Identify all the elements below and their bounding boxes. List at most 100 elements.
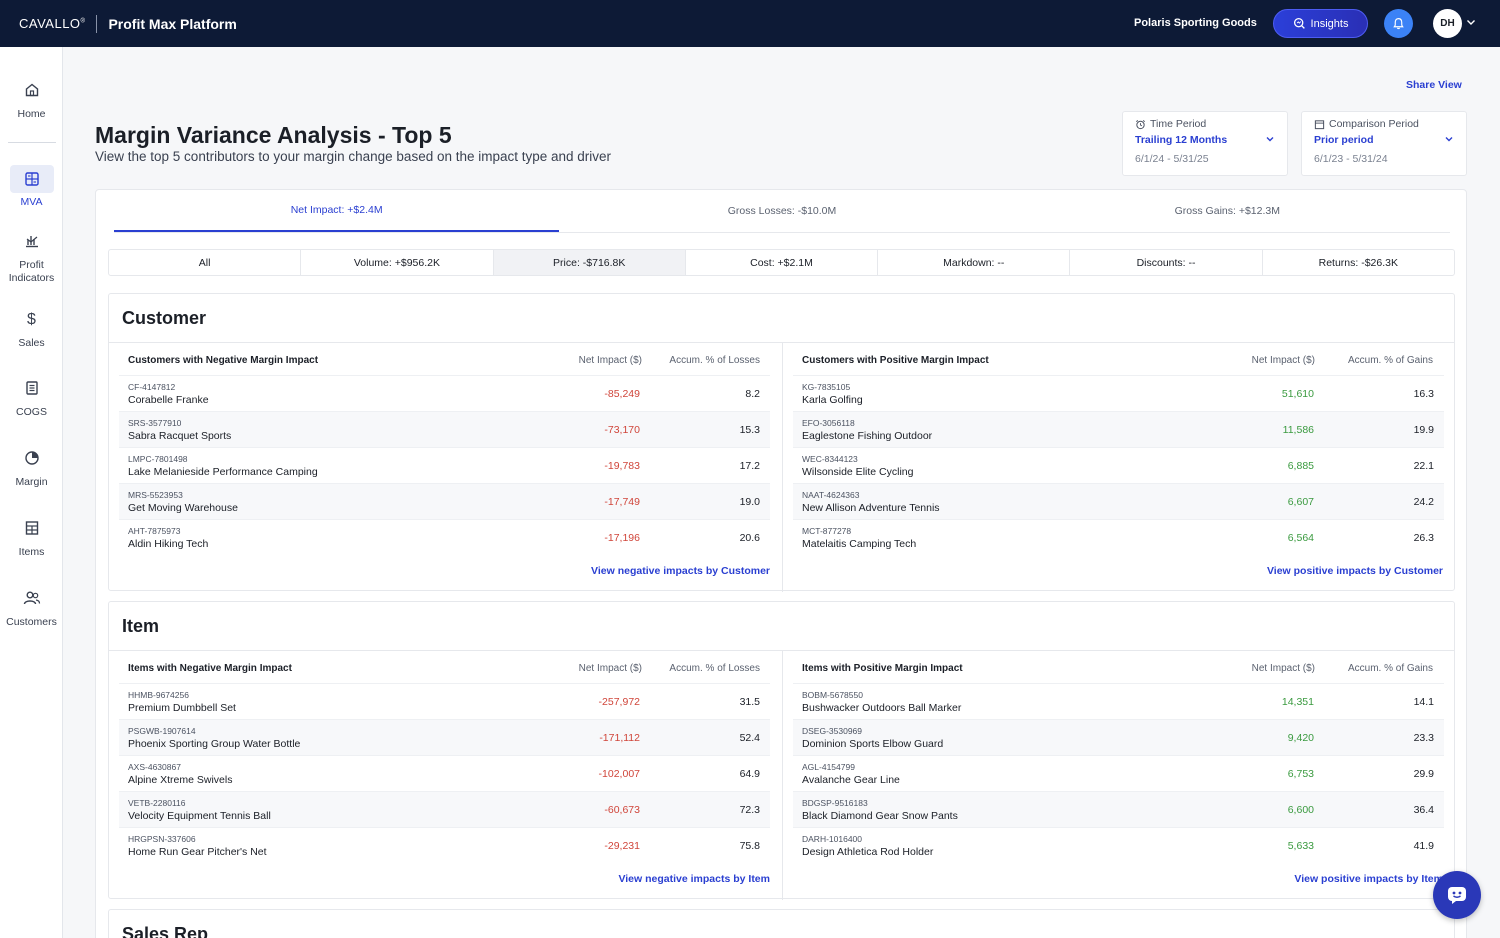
table-row[interactable]: CF-4147812 Corabelle Franke -85,249 8.2	[119, 375, 770, 411]
chat-assistant-button[interactable]	[1433, 871, 1481, 919]
tab-net-impact[interactable]: Net Impact: +$2.4M	[114, 190, 560, 232]
column-header-accum-gains[interactable]: Accum. % of Gains	[1347, 663, 1433, 674]
section-title: Sales Rep	[122, 924, 209, 938]
table-row[interactable]: AGL-4154799 Avalanche Gear Line 6,753 29.9	[793, 755, 1444, 791]
pie-icon	[22, 448, 42, 468]
platform-name: Profit Max Platform	[108, 15, 237, 32]
insights-button[interactable]: Insights	[1273, 9, 1368, 38]
sidebar-item-items[interactable]: Items	[0, 518, 63, 559]
sidebar-item-sales[interactable]: $ Sales	[18, 310, 45, 349]
sidebar-divider	[8, 142, 56, 143]
table-row[interactable]: HRGPSN-337606 Home Run Gear Pitcher's Net…	[119, 827, 770, 863]
comparison-period-range: 6/1/23 - 5/31/24	[1314, 153, 1388, 165]
profit-indicators-icon	[22, 231, 42, 251]
organization-name[interactable]: Polaris Sporting Goods	[1134, 17, 1257, 29]
view-negative-customers-link[interactable]: View negative impacts by Customer	[591, 565, 770, 577]
chevron-down-icon	[1445, 137, 1453, 142]
sales-rep-section: Sales Rep	[108, 909, 1455, 938]
column-header-accum-losses[interactable]: Accum. % of Losses	[669, 355, 760, 366]
dollar-icon: $	[27, 310, 36, 328]
share-view-link[interactable]: Share View	[1406, 79, 1462, 91]
sidebar-item-mva[interactable]: MVA	[0, 165, 63, 209]
mva-icon	[9, 165, 54, 193]
section-title: Item	[122, 616, 160, 636]
sidebar-item-customers[interactable]: Customers	[0, 588, 63, 629]
table-row[interactable]: NAAT-4624363 New Allison Adventure Tennis…	[793, 483, 1444, 519]
table-row[interactable]: KG-7835105 Karla Golfing 51,610 16.3	[793, 375, 1444, 411]
customer-section: Customer Customers with Negative Margin …	[108, 293, 1455, 592]
sidebar-item-profit-indicators[interactable]: Profit Indicators	[0, 231, 63, 285]
table-row[interactable]: LMPC-7801498 Lake Melanieside Performance…	[119, 447, 770, 483]
page-subtitle: View the top 5 contributors to your marg…	[95, 149, 612, 164]
brand-divider	[96, 14, 98, 33]
driver-volume[interactable]: Volume: +$956.2K	[301, 250, 494, 275]
driver-discounts[interactable]: Discounts: --	[1070, 250, 1263, 275]
user-avatar[interactable]: DH	[1433, 9, 1462, 38]
item-section: Item Items with Negative Margin Impact N…	[108, 601, 1455, 900]
table-row[interactable]: BDGSP-9516183 Black Diamond Gear Snow Pan…	[793, 791, 1444, 827]
table-row[interactable]: BOBM-5678550 Bushwacker Outdoors Ball Mar…	[793, 683, 1444, 719]
top-bar: CAVALLO® Profit Max Platform Polaris Spo…	[0, 0, 1500, 47]
chevron-down-icon[interactable]	[1466, 17, 1476, 27]
table-title: Customers with Positive Margin Impact	[802, 355, 989, 366]
chat-bot-icon	[1448, 887, 1466, 904]
column-header-net-impact[interactable]: Net Impact ($)	[1251, 663, 1315, 674]
column-header-accum-losses[interactable]: Accum. % of Losses	[669, 663, 760, 674]
sidebar-item-home[interactable]: Home	[0, 80, 63, 121]
driver-returns[interactable]: Returns: -$26.3K	[1318, 256, 1399, 269]
insights-label: Insights	[1310, 17, 1349, 30]
bell-icon	[1393, 18, 1404, 30]
view-negative-items-link[interactable]: View negative impacts by Item	[618, 873, 770, 885]
table-row[interactable]: AHT-7875973 Aldin Hiking Tech -17,196 20.6	[119, 519, 770, 555]
driver-markdown[interactable]: Markdown: --	[878, 250, 1071, 275]
insights-icon	[1293, 17, 1305, 29]
notifications-button[interactable]	[1384, 9, 1413, 38]
receipt-icon	[22, 378, 42, 398]
customer-negative-table: Customers with Negative Margin Impact Ne…	[109, 343, 782, 592]
time-period-selector[interactable]: Time Period Trailing 12 Months 6/1/24 - …	[1122, 111, 1288, 176]
table-row[interactable]: AXS-4630867 Alpine Xtreme Swivels -102,007…	[119, 755, 770, 791]
table-row[interactable]: VETB-2280116 Velocity Equipment Tennis Ba…	[119, 791, 770, 827]
table-row[interactable]: EFO-3056118 Eaglestone Fishing Outdoor 11,…	[793, 411, 1444, 447]
item-negative-table: Items with Negative Margin Impact Net Im…	[109, 651, 782, 900]
table-row[interactable]: MCT-877278 Matelaitis Camping Tech 6,564 26…	[793, 519, 1444, 555]
driver-cost[interactable]: Cost: +$2.1M	[686, 250, 879, 275]
home-icon	[22, 80, 42, 100]
item-positive-table: Items with Positive Margin Impact Net Im…	[782, 651, 1455, 900]
driver-all[interactable]: All	[109, 250, 302, 275]
table-row[interactable]: DSEG-3530969 Dominion Sports Elbow Guard 9…	[793, 719, 1444, 755]
impact-type-tabs: Net Impact: +$2.4M Gross Losses: -$10.0M…	[114, 190, 1450, 233]
driver-price[interactable]: Price: -$716.8K	[493, 250, 686, 275]
table-row[interactable]: WEC-8344123 Wilsonside Elite Cycling 6,885…	[793, 447, 1444, 483]
alarm-clock-icon	[1136, 119, 1145, 129]
calendar-icon	[1314, 119, 1325, 129]
column-header-accum-gains[interactable]: Accum. % of Gains	[1347, 355, 1433, 366]
table-row[interactable]: HHMB-9674256 Premium Dumbbell Set -257,972…	[119, 683, 770, 719]
column-header-net-impact[interactable]: Net Impact ($)	[1251, 355, 1315, 366]
comparison-period-value: Prior period	[1314, 134, 1374, 146]
time-period-value: Trailing 12 Months	[1135, 134, 1228, 146]
tab-gross-gains[interactable]: Gross Gains: +$12.3M	[1174, 205, 1280, 217]
table-row[interactable]: DARH-1016400 Design Athletica Rod Holder 5…	[793, 827, 1444, 863]
table-row[interactable]: SRS-3577910 Sabra Racquet Sports -73,170 15…	[119, 411, 770, 447]
column-header-net-impact[interactable]: Net Impact ($)	[578, 663, 642, 674]
sidebar-item-margin[interactable]: Margin	[0, 448, 63, 489]
table-row[interactable]: PSGWB-1907614 Phoenix Sporting Group Wate…	[119, 719, 770, 755]
chevron-down-icon	[1266, 137, 1274, 142]
sidebar-item-cogs[interactable]: COGS	[0, 378, 63, 419]
comparison-period-selector[interactable]: Comparison Period Prior period 6/1/23 - …	[1301, 111, 1467, 176]
items-icon	[22, 518, 42, 538]
column-header-net-impact[interactable]: Net Impact ($)	[578, 355, 642, 366]
brand-logo[interactable]: CAVALLO®	[19, 16, 86, 31]
time-period-label: Time Period	[1150, 118, 1207, 130]
sidebar: Home MVA Profit Indicators $ Sales COGS …	[0, 47, 63, 938]
time-period-range: 6/1/24 - 5/31/25	[1135, 153, 1209, 165]
view-positive-customers-link[interactable]: View positive impacts by Customer	[1266, 565, 1443, 577]
table-row[interactable]: MRS-5523953 Get Moving Warehouse -17,749 19…	[119, 483, 770, 519]
tab-gross-losses[interactable]: Gross Losses: -$10.0M	[727, 205, 837, 217]
view-positive-items-link[interactable]: View positive impacts by Item	[1294, 873, 1443, 885]
table-title: Items with Positive Margin Impact	[802, 663, 963, 674]
section-title: Customer	[122, 308, 207, 328]
customers-icon	[22, 588, 42, 608]
table-title: Items with Negative Margin Impact	[128, 663, 292, 674]
